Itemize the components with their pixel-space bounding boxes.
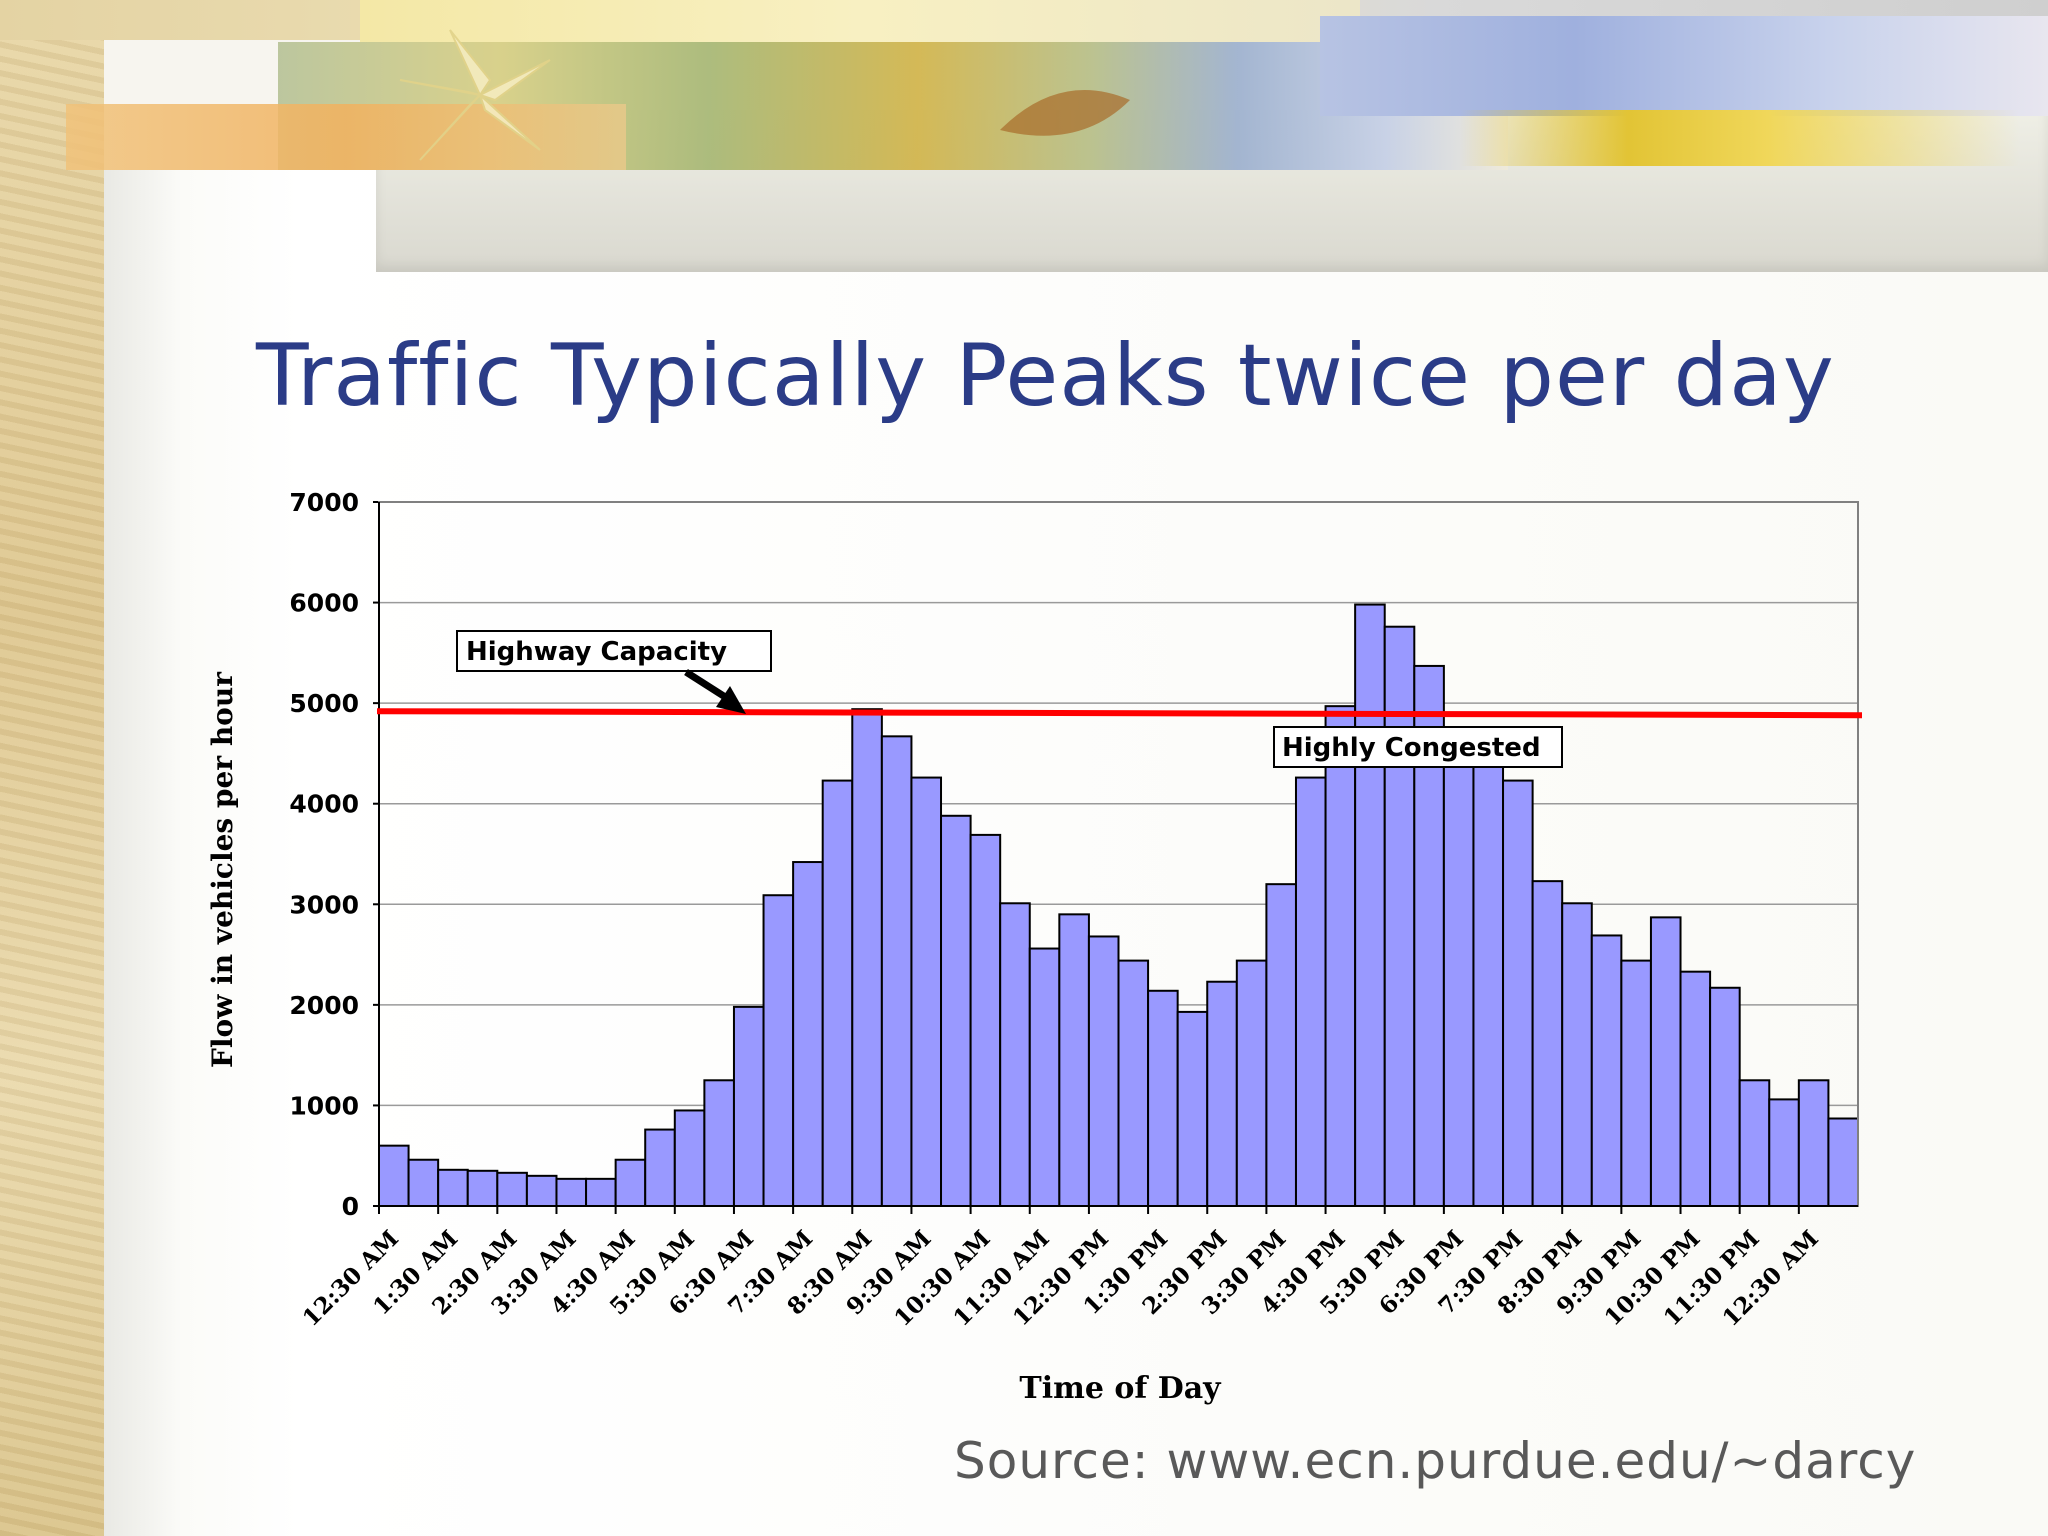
- bar: [1442, 765, 1475, 1207]
- bar: [1265, 883, 1297, 1208]
- bar: [466, 1169, 499, 1208]
- bar: [1502, 779, 1534, 1208]
- y-tick-labels: 0 1000 2000 3000 4000 5000 6000 7000: [289, 488, 359, 1221]
- blue-hydrangea-banner: [1320, 16, 2048, 116]
- bar: [1117, 959, 1150, 1207]
- bar: [1561, 902, 1593, 1208]
- bar: [1235, 959, 1268, 1207]
- banner-top-strip: [360, 0, 1360, 42]
- highway-capacity-line: [376, 708, 1863, 719]
- bar: [525, 1174, 558, 1208]
- bar: [1649, 916, 1682, 1207]
- bar: [1294, 776, 1327, 1208]
- bar: [1354, 603, 1386, 1207]
- parchment-border: [0, 0, 104, 1536]
- y-axis-label: Flow in vehicles per hour: [206, 671, 239, 1068]
- bar: [851, 708, 883, 1207]
- bar: [437, 1168, 469, 1208]
- bar: [1827, 1117, 1860, 1207]
- bar: [555, 1177, 588, 1207]
- bar: [969, 833, 1002, 1207]
- bar: [792, 861, 824, 1207]
- bar: [880, 735, 913, 1207]
- bar: [1709, 986, 1741, 1208]
- axes: [378, 501, 1859, 1207]
- x-axis-label: Time of Day: [1019, 1371, 1222, 1406]
- orange-banner-strip: [66, 104, 626, 170]
- y-tick-label: 4000: [289, 790, 359, 819]
- y-tick-label: 5000: [289, 689, 359, 718]
- bar: [1176, 1010, 1209, 1208]
- bar: [910, 776, 943, 1208]
- bar: [1738, 1079, 1771, 1208]
- bar: [496, 1171, 528, 1207]
- bar: [378, 1144, 410, 1207]
- bar: [644, 1128, 676, 1207]
- bar: [1679, 970, 1712, 1207]
- bar: [1147, 989, 1179, 1208]
- bar: [1058, 913, 1090, 1207]
- bar: [1472, 764, 1505, 1207]
- x-tick-labels: 12:30 AM1:30 AM2:30 AM3:30 AM4:30 AM5:30…: [297, 1206, 1824, 1332]
- bar: [732, 1005, 765, 1208]
- flower-icon: [399, 29, 551, 161]
- bars: [378, 603, 1860, 1208]
- bar: [1590, 934, 1623, 1207]
- bar: [762, 894, 795, 1208]
- bar: [673, 1109, 706, 1208]
- bar: [1324, 705, 1357, 1207]
- gold-wheat-banner: [1460, 110, 2020, 166]
- highway-capacity-callout: Highway Capacity: [456, 630, 772, 714]
- bar: [821, 779, 854, 1208]
- bar: [1028, 947, 1061, 1208]
- bar: [703, 1079, 735, 1208]
- highly-congested-callout: Highly Congested: [1273, 726, 1563, 768]
- y-tick-label: 0: [342, 1192, 359, 1221]
- bar: [1768, 1098, 1800, 1207]
- bar: [1087, 935, 1120, 1207]
- y-tick-label: 3000: [289, 890, 359, 919]
- bar: [1531, 880, 1564, 1207]
- highway-capacity-label: Highway Capacity: [466, 637, 727, 667]
- y-tick-label: 2000: [289, 991, 359, 1020]
- bar: [1620, 959, 1652, 1207]
- y-tick-label: 1000: [289, 1091, 359, 1120]
- bar: [999, 902, 1031, 1208]
- bar: [614, 1158, 647, 1208]
- bar: [940, 814, 972, 1207]
- bar: [407, 1158, 440, 1208]
- bar: [585, 1177, 617, 1207]
- slide-panel: [104, 170, 2048, 1536]
- y-tick-label: 6000: [289, 589, 359, 618]
- bar: [1206, 980, 1238, 1207]
- capacity-arrowhead: [716, 686, 746, 714]
- highly-congested-label: Highly Congested: [1282, 733, 1541, 763]
- leaf-icon: [1000, 90, 1130, 136]
- source-citation: Source: www.ecn.purdue.edu/~darcy: [954, 1432, 1917, 1490]
- bar: [1797, 1079, 1830, 1208]
- slide-title: Traffic Typically Peaks twice per day: [256, 326, 1835, 426]
- y-tick-label: 7000: [289, 488, 359, 517]
